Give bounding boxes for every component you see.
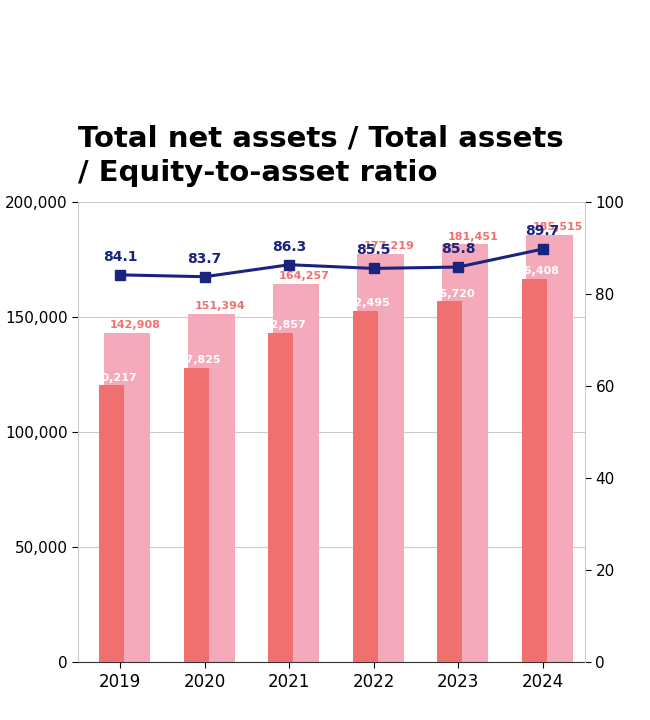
Bar (437, 301, 462, 662)
Bar (352, 311, 378, 662)
Text: 151,394: 151,394 (194, 301, 245, 311)
Bar (268, 333, 293, 662)
Text: 152,495: 152,495 (340, 298, 391, 308)
Bar (183, 368, 209, 662)
Text: 120,217: 120,217 (86, 373, 137, 382)
Bar (188, 314, 235, 662)
Text: 85.5: 85.5 (356, 243, 391, 257)
Text: Total net assets / Total assets
/ Equity-to-asset ratio: Total net assets / Total assets / Equity… (78, 124, 564, 186)
Bar (521, 279, 547, 662)
Text: 166,408: 166,408 (509, 266, 560, 276)
Text: 156,720: 156,720 (424, 289, 475, 299)
Text: 89.7: 89.7 (526, 224, 560, 238)
Bar (526, 235, 573, 662)
Text: 84.1: 84.1 (103, 250, 138, 264)
Bar (99, 385, 125, 662)
Bar (104, 333, 150, 662)
Text: 181,451: 181,451 (448, 232, 499, 242)
Bar (358, 254, 404, 662)
Bar (442, 244, 488, 662)
Bar (273, 284, 319, 662)
Text: 85.8: 85.8 (441, 242, 476, 256)
Text: 86.3: 86.3 (272, 240, 306, 253)
Text: 142,857: 142,857 (255, 320, 306, 330)
Text: 164,257: 164,257 (279, 271, 330, 282)
Text: 127,825: 127,825 (171, 355, 222, 365)
Text: 142,908: 142,908 (110, 320, 161, 330)
Text: 177,219: 177,219 (363, 241, 415, 251)
Text: 185,515: 185,515 (533, 222, 583, 233)
Text: 83.7: 83.7 (188, 251, 222, 266)
